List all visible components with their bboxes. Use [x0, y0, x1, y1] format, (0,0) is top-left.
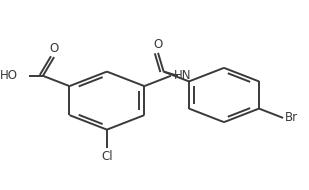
- Text: O: O: [49, 42, 59, 55]
- Text: HO: HO: [0, 69, 18, 82]
- Text: Cl: Cl: [101, 150, 113, 163]
- Text: Br: Br: [285, 111, 298, 124]
- Text: O: O: [154, 38, 163, 51]
- Text: HN: HN: [174, 69, 191, 82]
